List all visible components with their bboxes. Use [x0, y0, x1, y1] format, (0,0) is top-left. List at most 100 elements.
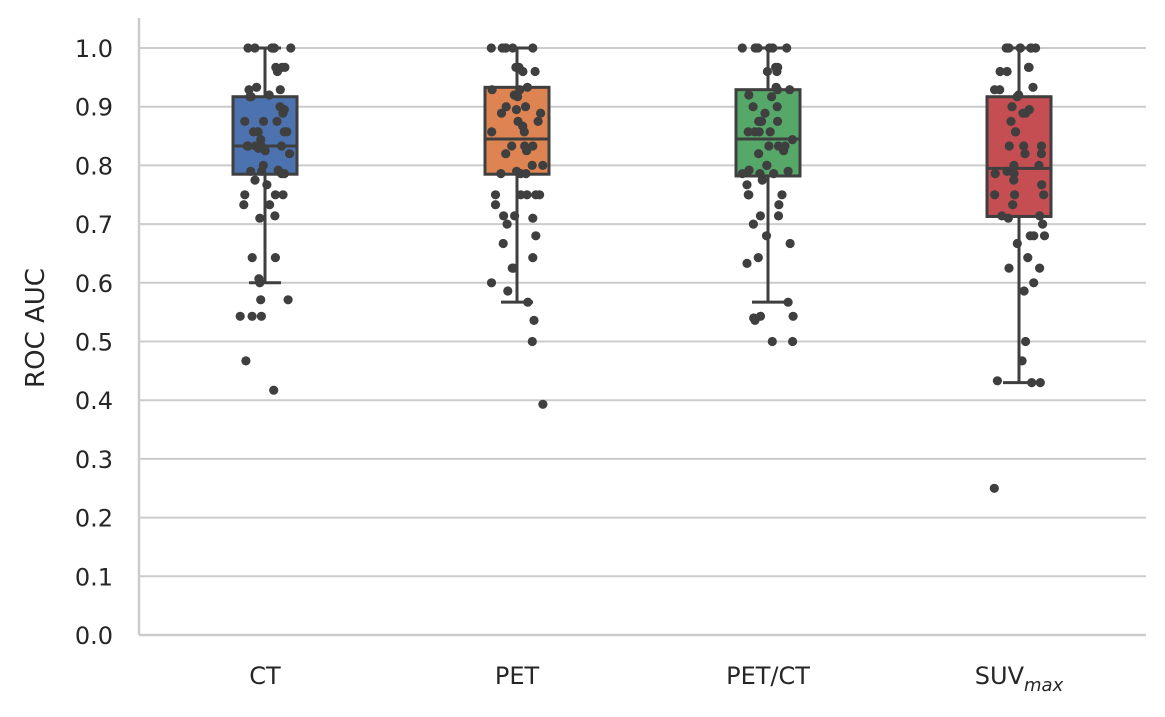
data-point	[744, 90, 754, 100]
y-axis-label: ROC AUC	[21, 268, 51, 388]
data-point	[1002, 166, 1012, 176]
data-point	[767, 336, 777, 347]
data-point	[286, 43, 296, 53]
data-point	[1039, 231, 1050, 241]
data-point	[486, 43, 496, 53]
data-point	[275, 85, 285, 95]
data-point	[518, 66, 528, 77]
data-point	[490, 200, 501, 210]
x-tick-label: CT	[249, 662, 281, 690]
data-point	[772, 85, 783, 95]
data-point	[511, 105, 521, 115]
data-point	[265, 200, 275, 210]
data-point	[239, 200, 249, 210]
data-point	[767, 92, 777, 102]
data-point	[262, 180, 272, 190]
data-point	[788, 311, 798, 321]
data-point	[523, 297, 533, 307]
data-point	[490, 190, 501, 200]
data-point	[487, 85, 497, 95]
data-point	[748, 219, 759, 229]
data-point	[527, 336, 537, 347]
data-point	[1012, 238, 1022, 249]
data-point	[247, 311, 257, 321]
data-point	[497, 43, 507, 53]
data-point	[754, 127, 764, 137]
data-point	[253, 127, 263, 137]
data-point	[256, 295, 266, 305]
data-point	[538, 399, 548, 409]
y-tick-label: 0.4	[75, 387, 113, 415]
data-point	[486, 278, 497, 288]
data-point	[769, 169, 779, 179]
data-point	[260, 146, 270, 156]
data-point	[536, 108, 546, 118]
data-point	[277, 169, 287, 179]
data-point	[247, 253, 257, 263]
data-point	[1020, 149, 1030, 159]
data-point	[757, 175, 767, 185]
data-point	[243, 43, 253, 53]
x-tick-label: SUVmax	[975, 662, 1064, 696]
data-point	[501, 102, 511, 112]
data-point	[737, 43, 747, 53]
data-point	[1009, 175, 1019, 185]
data-point	[498, 238, 508, 249]
data-point	[255, 278, 265, 288]
data-point	[757, 116, 767, 126]
data-point	[1009, 160, 1019, 170]
box-group-2	[483, 46, 551, 304]
data-point	[270, 211, 280, 221]
data-point	[1034, 160, 1044, 170]
data-point	[235, 311, 245, 321]
data-point	[782, 43, 792, 53]
data-point	[245, 92, 255, 102]
data-point	[753, 253, 763, 263]
y-tick-label: 1.0	[75, 35, 113, 63]
data-point	[995, 66, 1005, 77]
data-point	[502, 219, 512, 229]
data-point	[503, 286, 513, 296]
data-point	[533, 116, 543, 126]
data-point	[755, 211, 766, 221]
data-point	[1006, 116, 1016, 126]
data-point	[737, 169, 748, 179]
data-point	[764, 141, 774, 151]
data-point	[272, 116, 282, 126]
data-point	[1018, 108, 1028, 118]
data-point	[760, 108, 770, 118]
data-point	[519, 127, 529, 137]
data-point	[527, 160, 537, 170]
data-point	[1036, 149, 1046, 159]
data-point	[774, 200, 784, 210]
data-point	[538, 160, 548, 170]
data-point	[1019, 141, 1029, 151]
data-point	[508, 43, 518, 53]
data-point	[522, 190, 532, 200]
data-point	[743, 127, 753, 137]
data-point	[241, 356, 251, 366]
data-point	[264, 90, 274, 100]
data-point	[1017, 356, 1027, 366]
data-point	[255, 213, 265, 223]
y-tick-label: 0.0	[75, 622, 113, 650]
data-point	[499, 211, 509, 221]
data-point	[1012, 92, 1022, 102]
data-point	[487, 127, 497, 137]
data-point	[779, 146, 789, 156]
data-point	[1035, 263, 1045, 273]
x-tick-label: PET/CT	[726, 662, 810, 690]
data-point	[1019, 286, 1029, 296]
data-point	[496, 169, 506, 179]
data-point	[283, 295, 293, 305]
data-point	[1009, 169, 1019, 179]
data-point	[269, 385, 279, 395]
y-tick-label: 0.3	[75, 446, 113, 474]
data-point	[240, 190, 250, 200]
data-point	[257, 166, 267, 176]
data-point	[1037, 180, 1047, 190]
data-point	[762, 160, 772, 170]
data-point	[272, 66, 282, 77]
y-tick-label: 0.8	[75, 152, 113, 180]
data-point	[529, 315, 539, 325]
